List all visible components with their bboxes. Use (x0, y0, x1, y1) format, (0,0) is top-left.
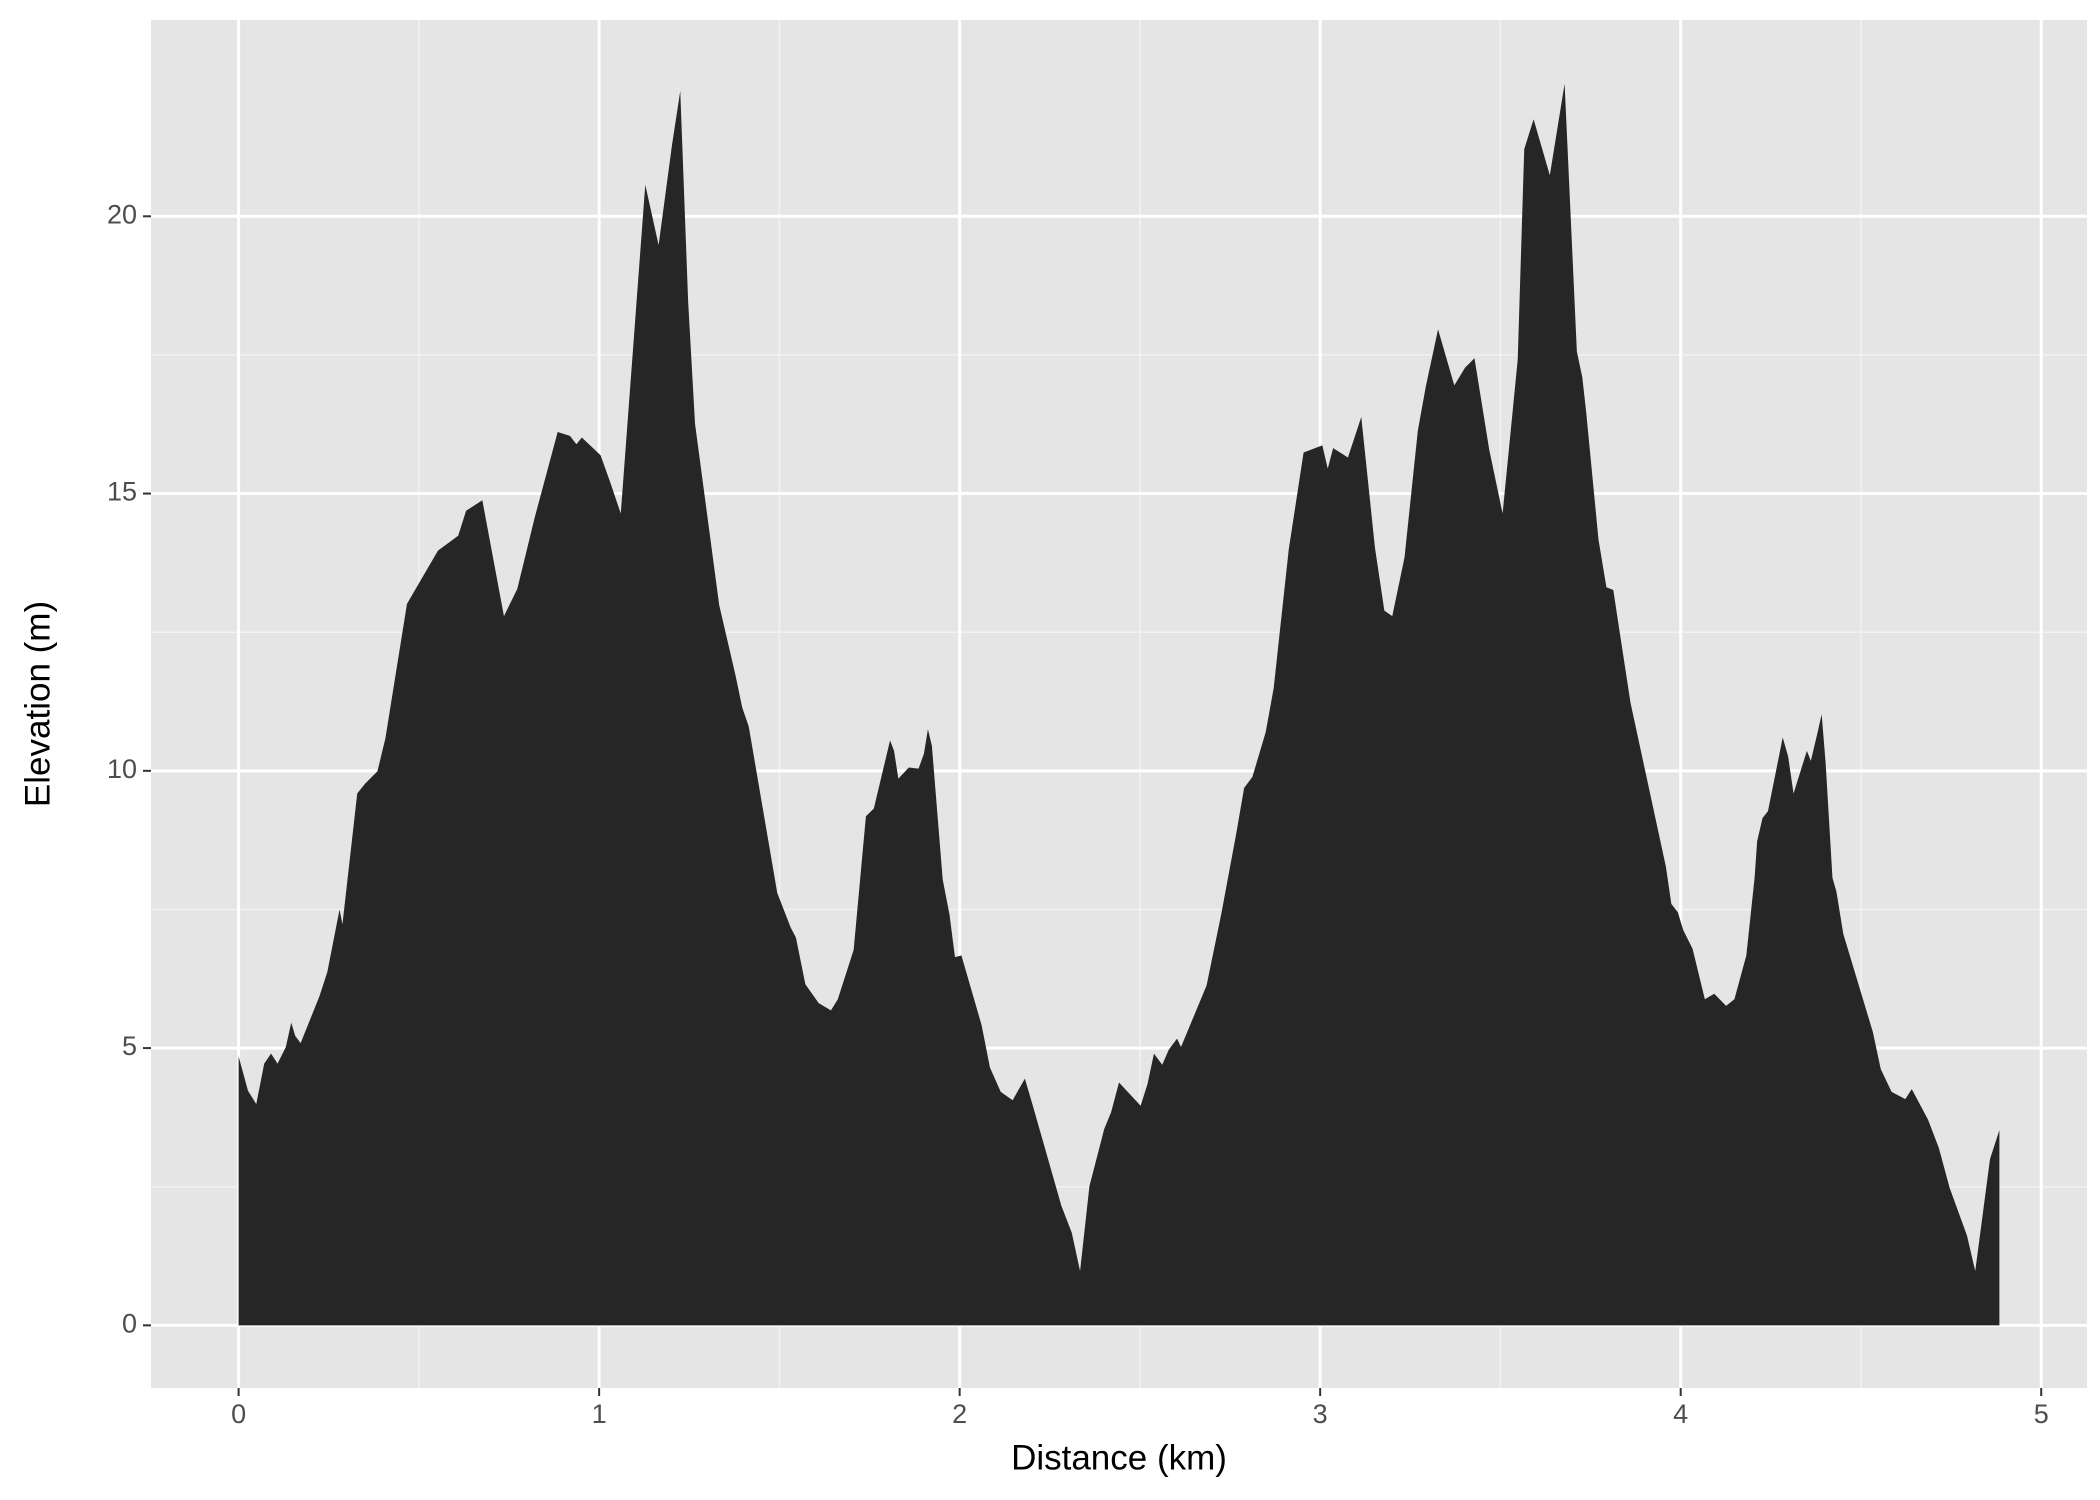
y-tick-label: 20 (107, 199, 137, 229)
x-axis-title: Distance (km) (1011, 1438, 1227, 1477)
x-tick-label: 4 (1673, 1399, 1688, 1429)
x-tick-label: 0 (231, 1399, 246, 1429)
x-tick-label: 2 (952, 1399, 967, 1429)
x-tick-label: 1 (592, 1399, 607, 1429)
area (238, 83, 2000, 1326)
y-tick-label: 10 (107, 754, 137, 784)
x-tick-label: 5 (2034, 1399, 2049, 1429)
x-tick-label: 3 (1313, 1399, 1328, 1429)
y-axis-title: Elevation (m) (18, 601, 57, 807)
y-tick-label: 5 (122, 1031, 137, 1061)
y-tick-label: 15 (107, 477, 137, 507)
y-tick-label: 0 (122, 1308, 137, 1338)
